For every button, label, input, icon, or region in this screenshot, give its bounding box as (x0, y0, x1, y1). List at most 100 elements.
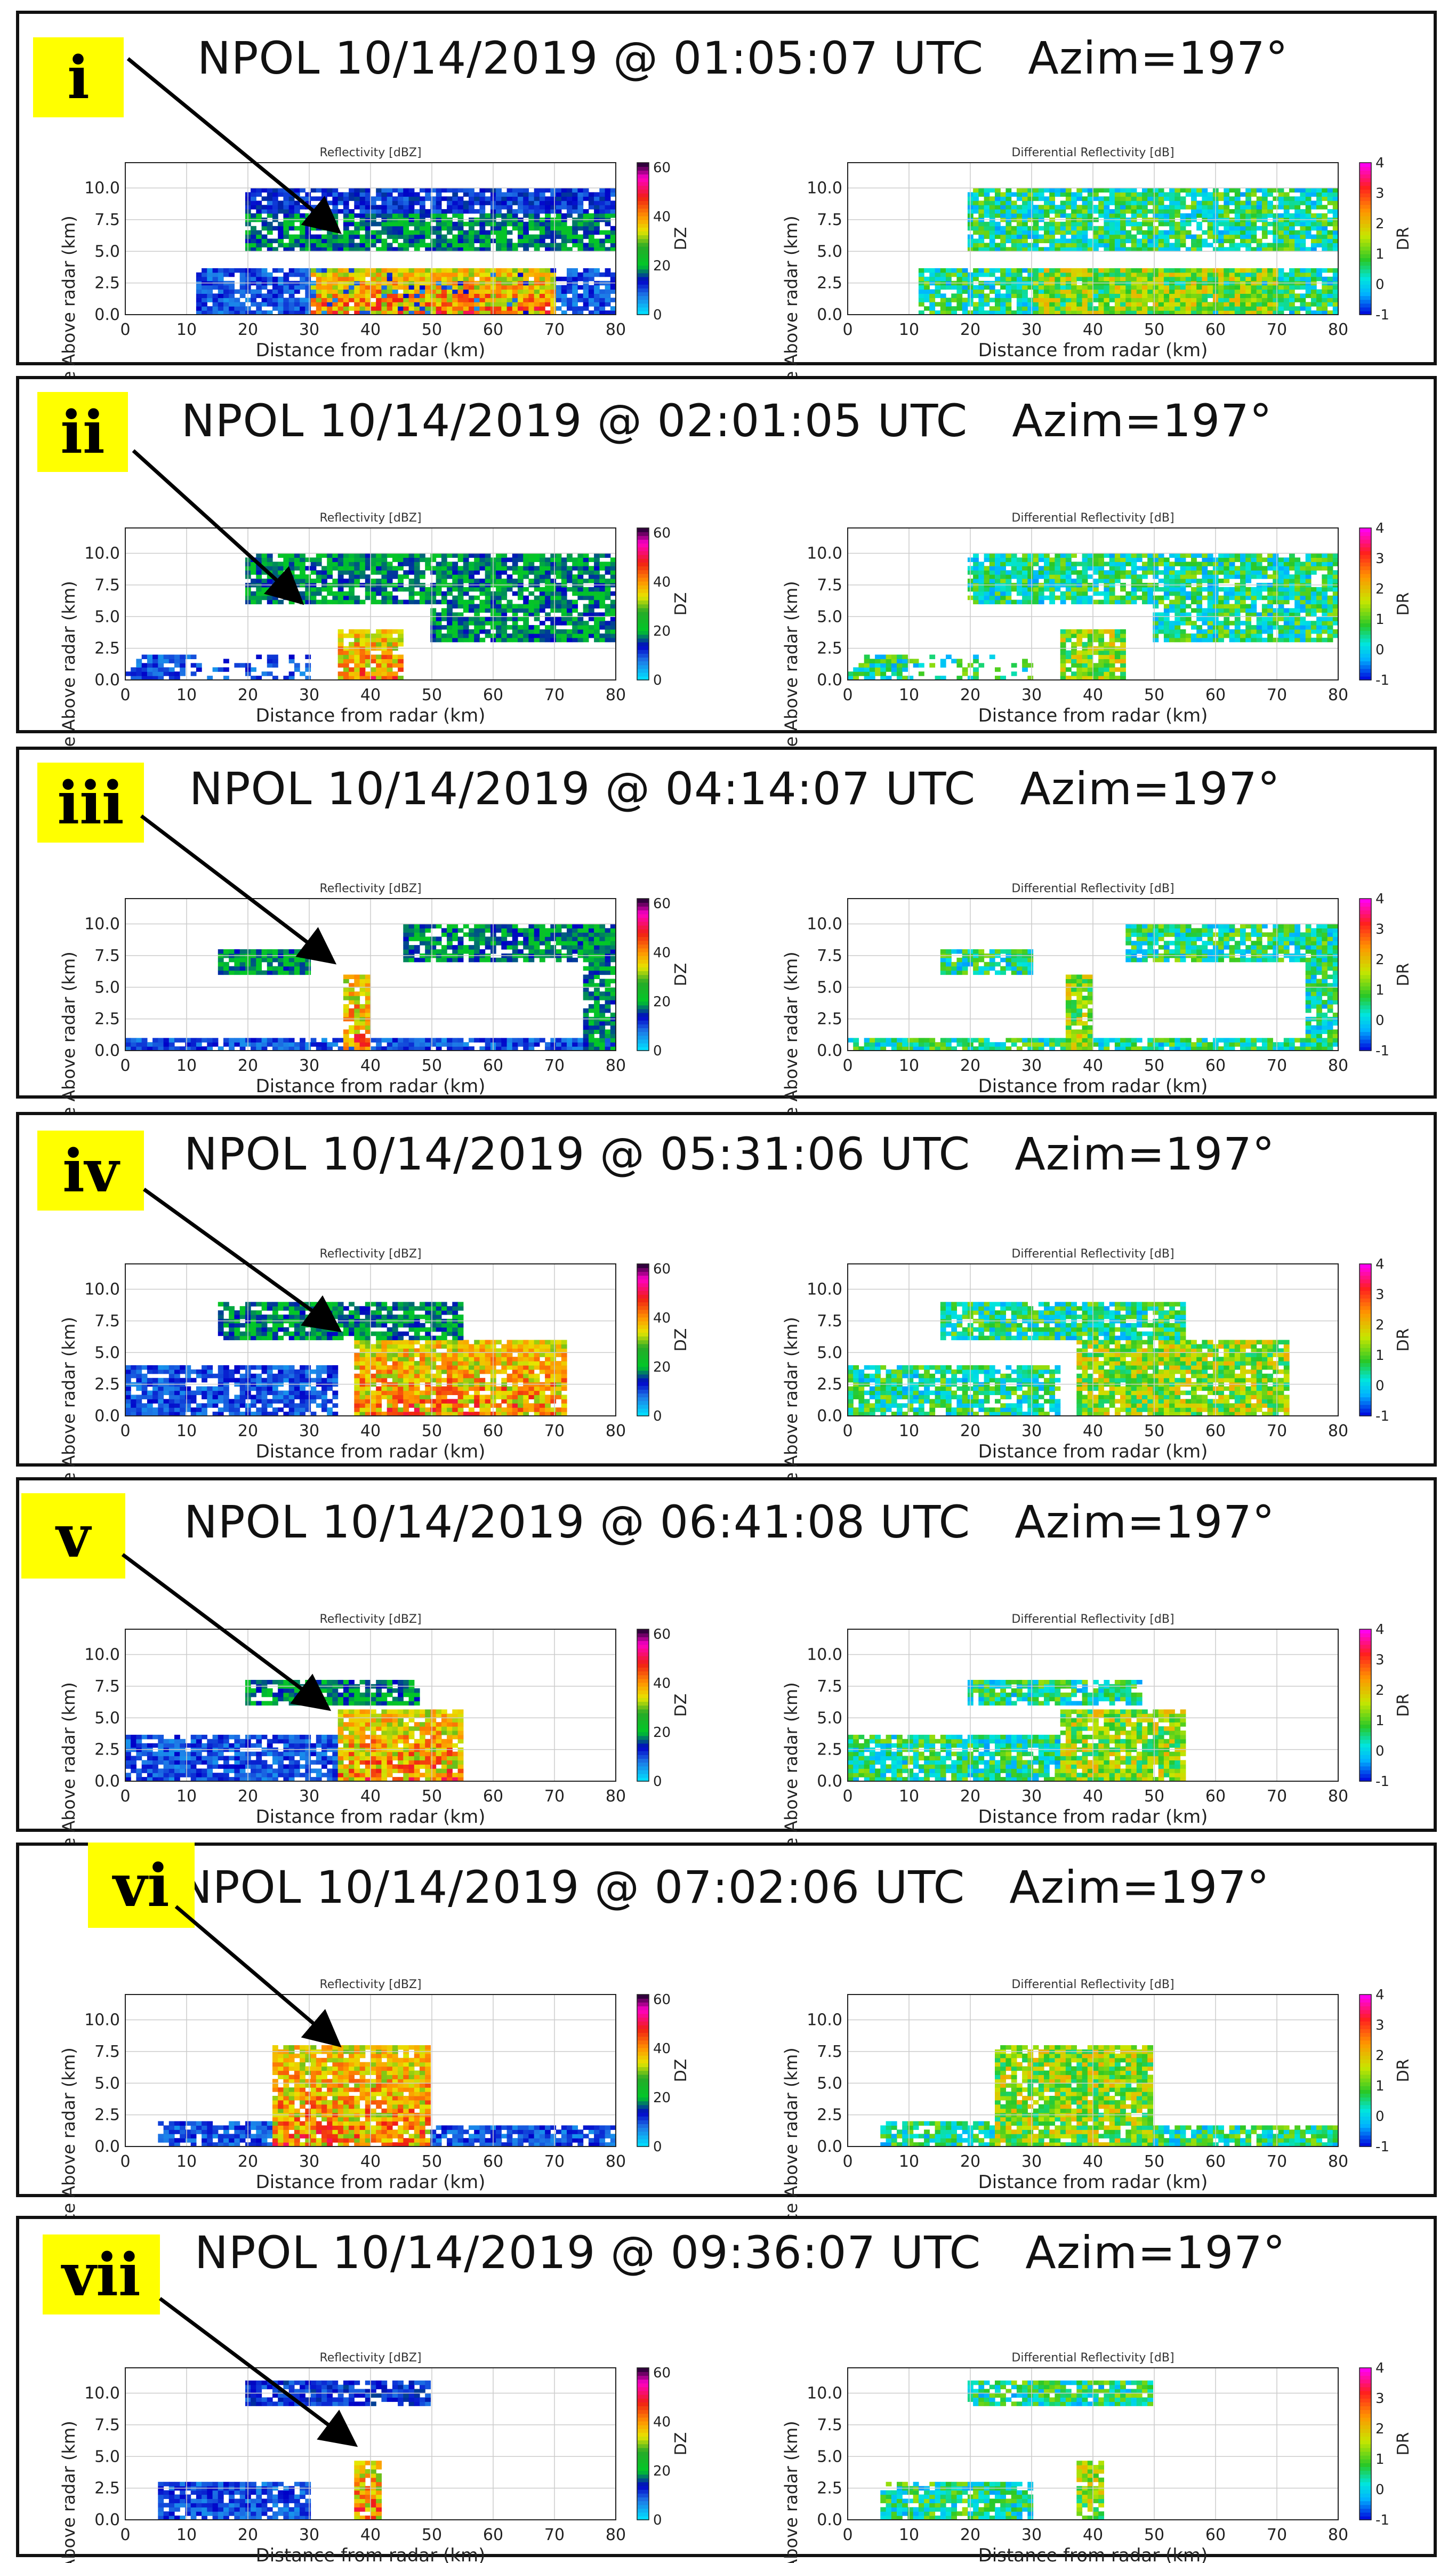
field-cell (572, 562, 578, 566)
field-cell (528, 243, 535, 247)
field-cell (321, 298, 327, 302)
field-cell (995, 209, 1001, 214)
field-cell (1153, 310, 1159, 315)
field-cell (234, 306, 240, 311)
field-cell (267, 574, 273, 579)
field-cell (223, 289, 229, 294)
field-cell (1044, 188, 1050, 193)
field-cell (583, 579, 589, 583)
field-cell (163, 659, 170, 663)
field-cell (561, 570, 567, 575)
field-cell (1120, 247, 1126, 252)
field-cell (202, 302, 207, 307)
field-cell (1022, 196, 1028, 201)
field-cell (875, 659, 881, 663)
field-cell (398, 276, 404, 282)
field-cell (1027, 268, 1034, 273)
field-cell (387, 192, 393, 197)
field-cell (501, 213, 508, 218)
field-cell (1153, 205, 1159, 210)
field-cell (403, 234, 409, 239)
field-cell (539, 306, 545, 311)
field-cell (1294, 285, 1301, 290)
field-cell (332, 566, 339, 571)
field-cell (605, 625, 611, 630)
field-cell (1256, 276, 1262, 282)
field-cell (321, 595, 327, 600)
colorbar-segment (637, 258, 649, 262)
field-cell (196, 302, 202, 307)
field-cell (1071, 192, 1077, 197)
field-cell (1163, 289, 1170, 294)
field-cell (414, 289, 420, 294)
field-cell (1136, 243, 1143, 247)
field-cell (392, 306, 398, 311)
field-cell (272, 570, 278, 575)
colorbar-frame (637, 162, 649, 315)
field-cell (398, 659, 404, 663)
field-cell (272, 298, 278, 302)
field-cell (1022, 579, 1028, 583)
field-cell (556, 243, 562, 247)
field-cell (469, 599, 474, 605)
field-cell (572, 234, 578, 239)
field-cell (202, 298, 207, 302)
field-cell (1240, 272, 1246, 277)
field-cell (207, 310, 213, 315)
field-cell (337, 289, 344, 294)
field-cell (343, 676, 349, 680)
field-cell (1332, 293, 1339, 298)
field-cell (1202, 209, 1208, 214)
field-cell (398, 234, 404, 239)
field-cell (365, 562, 371, 566)
field-cell (1273, 247, 1279, 252)
field-cell (376, 557, 382, 562)
field-cell (283, 562, 289, 566)
field-cell (978, 289, 985, 294)
field-cell (403, 562, 409, 566)
field-cell (408, 230, 415, 235)
field-cell (1049, 595, 1056, 600)
field-cell (272, 213, 278, 218)
field-cell (359, 557, 366, 562)
field-cell (496, 570, 502, 575)
field-cell (474, 306, 480, 311)
field-cell (984, 298, 990, 302)
field-cell (349, 213, 355, 218)
field-cell (354, 298, 360, 302)
field-cell (1207, 209, 1213, 214)
field-cell (1000, 306, 1007, 311)
field-cell (940, 306, 946, 311)
field-cell (321, 192, 327, 197)
field-cell (550, 238, 557, 244)
field-cell (403, 192, 409, 197)
field-cell (528, 289, 535, 294)
field-cell (392, 629, 398, 634)
panel-title: NPOL 10/14/2019 @ 02:01:05 UTC Azim=197° (181, 395, 1273, 447)
field-cell (1060, 201, 1066, 205)
field-cell (376, 310, 382, 315)
field-cell (1044, 306, 1050, 311)
field-cell (1327, 293, 1333, 298)
field-cell (327, 566, 333, 571)
field-cell (1267, 293, 1273, 298)
field-cell (1055, 570, 1061, 575)
field-cell (327, 268, 333, 273)
field-cell (1098, 196, 1105, 201)
field-cell (1289, 285, 1295, 290)
field-cell (387, 676, 393, 680)
field-cell (594, 272, 600, 277)
field-cell (1093, 188, 1099, 193)
field-cell (577, 234, 584, 239)
field-cell (1294, 188, 1301, 193)
field-cell (485, 289, 491, 294)
field-cell (136, 659, 142, 663)
field-cell (294, 562, 300, 566)
field-cell (528, 310, 535, 315)
field-cell (1104, 247, 1110, 252)
field-cell (599, 574, 606, 579)
field-cell (880, 676, 887, 680)
field-cell (973, 553, 979, 558)
field-cell (152, 676, 158, 680)
field-cell (267, 553, 273, 558)
